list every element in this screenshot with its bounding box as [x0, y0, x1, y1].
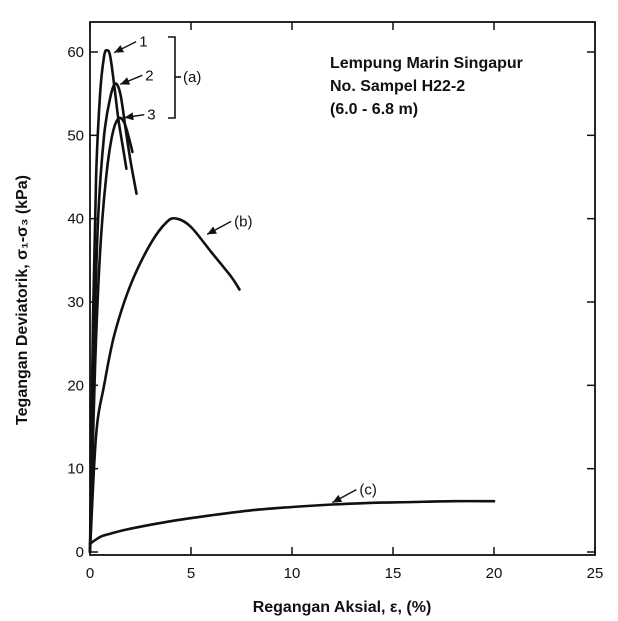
x-tick-label: 15 — [385, 565, 402, 582]
y-tick-label: 0 — [76, 544, 84, 561]
series-line-c — [88, 499, 496, 545]
group-bracket — [168, 36, 176, 119]
annotation-layer: 1 2 3 (b) (c) — [113, 34, 377, 504]
annotation-arrow-head — [207, 226, 217, 235]
annotation-arrow-head — [332, 494, 343, 503]
y-tick-label: 20 — [67, 377, 84, 394]
annotation-label: 2 — [145, 67, 153, 84]
annotation-label: (b) — [234, 213, 252, 230]
group-label: (a) — [183, 69, 201, 86]
x-axis: 0 5 10 15 20 25 — [86, 22, 604, 582]
y-axis: 0 10 20 30 40 50 60 — [67, 44, 595, 561]
info-line-2: No. Sampel H22-2 — [330, 78, 465, 95]
x-axis-label: Regangan Aksial, ε, (%) — [253, 599, 432, 616]
x-tick-label: 0 — [86, 565, 94, 582]
plot-area-border — [89, 21, 596, 556]
annotation-arrow-head — [124, 112, 134, 121]
x-tick-label: 5 — [187, 565, 195, 582]
series-line-2 — [88, 82, 138, 554]
annotation-label: 3 — [147, 107, 155, 124]
y-axis-label: Tegangan Deviatorik, σ₁-σ₃ (kPa) — [14, 175, 31, 425]
y-tick-label: 10 — [67, 461, 84, 478]
y-tick-label: 60 — [67, 44, 84, 61]
annotation-arrow-head — [120, 77, 131, 85]
x-tick-label: 20 — [486, 565, 503, 582]
annotation-arrow-head — [114, 45, 125, 53]
x-tick-label: 25 — [587, 565, 604, 582]
series-line-3 — [88, 116, 134, 554]
y-tick-label: 30 — [67, 294, 84, 311]
series-line-b — [88, 216, 241, 554]
y-tick-label: 40 — [67, 211, 84, 228]
annotation-label: 1 — [139, 34, 147, 51]
y-tick-label: 50 — [67, 127, 84, 144]
annotation-label: (c) — [359, 482, 377, 499]
series-layer — [88, 48, 496, 554]
x-tick-label: 10 — [284, 565, 301, 582]
info-line-1: Lempung Marin Singapur — [330, 55, 523, 72]
info-line-3: (6.0 - 6.8 m) — [330, 101, 418, 118]
